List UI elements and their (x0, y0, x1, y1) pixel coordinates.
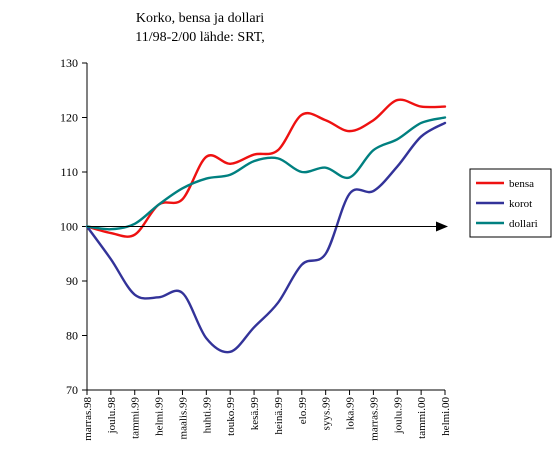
chart-title-line-1: Korko, bensa ja dollari (136, 11, 264, 26)
y-tick-label: 90 (66, 274, 78, 288)
legend: bensa korot dollari (469, 168, 552, 238)
x-tick-label: kesä.99 (249, 397, 261, 431)
x-axis-ticks: marras.98 joulu.98 tammi.99 helmi.99 maalis.… (82, 390, 452, 441)
x-tick-label: tammi.99 (130, 397, 142, 439)
chart-title: Korko, bensa ja dollari 11/98-2/00 lähde… (135, 11, 264, 45)
x-tick-label: touko.99 (225, 397, 237, 436)
y-axis-ticks: 70 80 90 100 110 120 130 (60, 56, 87, 397)
x-tick-label: elo.99 (297, 397, 309, 425)
y-tick-label: 130 (60, 56, 78, 70)
series-line-korot (85, 121, 447, 354)
x-tick-label: helmi.99 (154, 397, 166, 436)
x-tick-label: marras.98 (82, 397, 94, 441)
y-tick-label: 70 (66, 383, 78, 397)
y-tick-label: 110 (60, 165, 78, 179)
x-tick-label: helmi.00 (440, 397, 452, 436)
series-line-dollari (85, 116, 447, 231)
x-tick-label: marras.99 (368, 397, 380, 441)
reference-arrow (87, 221, 448, 232)
x-tick-label: heinä.99 (273, 397, 285, 435)
x-tick-label: joulu.99 (392, 397, 404, 435)
x-tick-label: syys.99 (321, 397, 333, 431)
x-tick-label: loka.99 (345, 397, 357, 430)
chart-title-line-2: 11/98-2/00 lähde: SRT, (135, 30, 264, 45)
y-tick-label: 100 (60, 220, 78, 234)
x-tick-label: maalis.99 (177, 397, 189, 440)
x-tick-label: huhti.99 (201, 397, 213, 434)
legend-label-dollari: dollari (509, 218, 538, 230)
y-tick-label: 120 (60, 111, 78, 125)
y-tick-label: 80 (66, 329, 78, 343)
x-tick-label: tammi.00 (416, 397, 428, 439)
legend-label-korot: korot (509, 198, 532, 210)
series-line-bensa (85, 98, 447, 238)
x-tick-label: joulu.98 (106, 397, 118, 435)
legend-label-bensa: bensa (509, 178, 534, 190)
arrow-head-icon (436, 221, 448, 232)
series-lines (85, 98, 447, 354)
